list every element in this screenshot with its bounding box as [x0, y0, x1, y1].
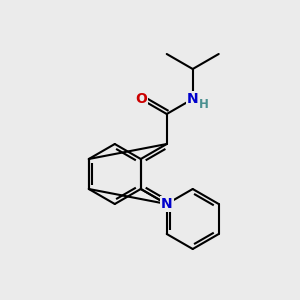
Text: H: H: [199, 98, 209, 111]
Text: O: O: [135, 92, 147, 106]
Text: N: N: [187, 92, 199, 106]
Text: N: N: [161, 197, 172, 211]
